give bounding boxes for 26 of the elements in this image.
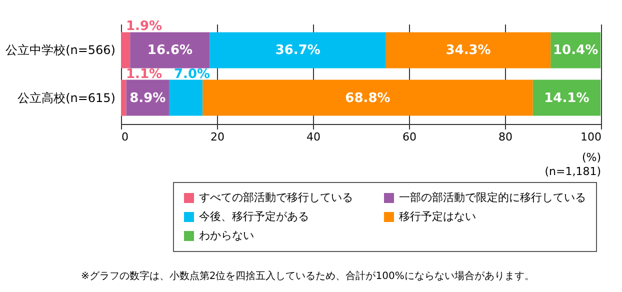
x-tick-label: 100 [580,130,602,144]
data-label: 7.0% [174,66,210,82]
data-label: 36.7% [275,43,320,58]
data-label: 1.9% [126,19,162,34]
data-label: 1.1% [126,66,162,82]
data-label: 68.8% [345,90,390,106]
legend-label: 今後、移行予定がある [199,210,309,223]
legend-label: 移行予定はない [399,210,476,223]
data-label: 14.1% [544,90,590,106]
text: (n=1,181) [544,165,601,178]
y-tick-label: 公立中学校(n=566) [6,43,116,58]
x-tick-label: 0 [122,130,128,144]
data-label: 10.4% [553,43,598,58]
data-label: 34.3% [446,43,491,58]
x-tick-label: 80 [498,130,512,144]
legend-label: わからない [199,229,254,242]
legend-label: 一部の部活動で限定的に移行している [399,191,586,204]
legend-label: すべての部活動で移行している [199,191,353,204]
x-tick-label: 60 [402,130,416,144]
data-label: 16.6% [147,43,193,58]
text: ※グラフの数字は、小数点第2位を四捨五入しているため、合計が100%にならない場合があります。 [81,270,534,282]
data-label: 8.9% [130,90,166,106]
x-tick-label: 40 [306,130,320,144]
y-tick-label: 公立高校(n=615) [18,90,116,105]
text: (%) [582,151,601,164]
x-tick-label: 20 [210,130,224,144]
